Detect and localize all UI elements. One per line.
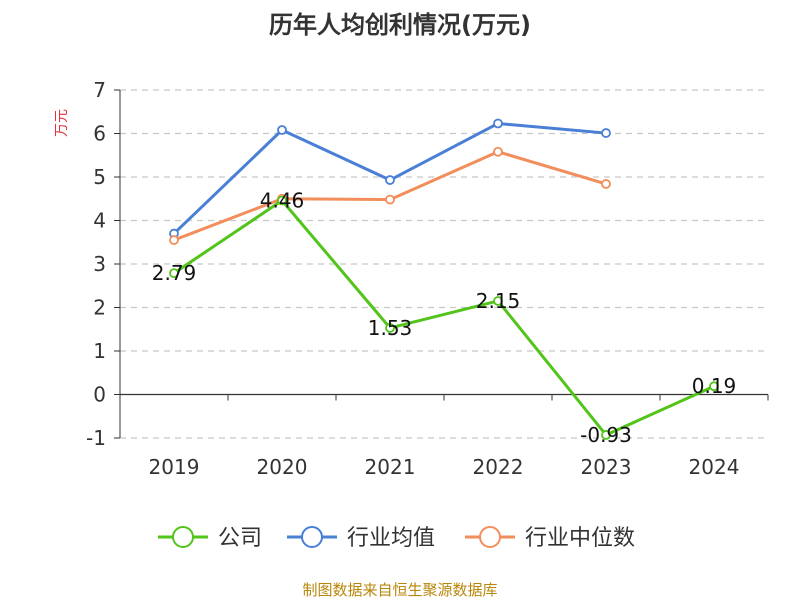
series-point-2-3 (493, 146, 503, 157)
data-label-2: 1.53 (368, 316, 413, 340)
legend-item-0[interactable]: 公司 (158, 526, 262, 551)
series-point-1-2 (385, 175, 395, 185)
data-label-5: 0.19 (692, 374, 737, 398)
x-tick-label-2: 2021 (365, 455, 416, 479)
series-point-2-2 (385, 194, 395, 205)
legend-item-1[interactable]: 行业均值 (287, 526, 435, 551)
axes: -1 0 1 2 3 4 5 6 7 2019 2020 2021 2022 2023 2024 (86, 78, 769, 479)
x-tick-label-4: 2023 (581, 455, 632, 479)
legend-marker (479, 526, 501, 548)
data-label-0: 2.79 (152, 261, 197, 285)
gridlines (120, 89, 768, 439)
series-lines (169, 118, 719, 440)
data-label-4: -0.93 (580, 423, 632, 447)
chart-title: 历年人均创利情况(万元) (269, 11, 531, 39)
series-point-0-5 (709, 381, 719, 392)
series-point-1-4 (601, 128, 611, 138)
y-tick-label-2: 1 (93, 339, 106, 363)
legend-label-0: 公司 (218, 526, 262, 551)
series-point-1-3 (493, 118, 503, 129)
legend[interactable]: 公司 行业均值 行业中位数 (158, 526, 635, 551)
y-tick-label-6: 5 (93, 165, 106, 189)
series-point-0-4 (601, 430, 611, 440)
series-line-0 (173, 198, 715, 437)
legend-marker (301, 526, 323, 548)
data-label-1: 4.46 (260, 188, 305, 212)
legend-label-2: 行业中位数 (525, 526, 635, 551)
data-label-3: 2.15 (476, 289, 521, 313)
series-point-0-3 (493, 296, 503, 306)
y-tick-label-0: -1 (86, 426, 106, 450)
series-point-2-4 (601, 179, 611, 189)
y-tick-label-3: 2 (93, 296, 106, 320)
series-point-0-0 (169, 268, 179, 279)
y-tick-label-7: 6 (93, 122, 106, 146)
legend-item-2[interactable]: 行业中位数 (465, 526, 635, 551)
data-labels: 2.79 4.46 1.53 2.15 -0.93 0.19 (152, 188, 737, 446)
x-tick-label-3: 2022 (473, 455, 524, 479)
y-axis-label: 万元 (54, 109, 70, 137)
x-tick-label-1: 2020 (257, 455, 308, 479)
series-point-0-2 (385, 323, 395, 333)
y-tick-label-1: 0 (93, 383, 106, 407)
x-tick-label-5: 2024 (689, 455, 740, 479)
series-point-2-0 (169, 235, 179, 245)
series-point-0-1 (277, 195, 287, 206)
y-tick-label-4: 3 (93, 252, 106, 276)
source-note: 制图数据来自恒生聚源数据库 (302, 581, 497, 599)
y-tick-label-5: 4 (93, 209, 106, 233)
y-tick-label-8: 7 (93, 78, 106, 102)
legend-label-1: 行业均值 (347, 526, 435, 551)
series-point-1-1 (277, 125, 287, 135)
x-tick-label-0: 2019 (149, 455, 200, 479)
legend-marker (172, 526, 194, 548)
